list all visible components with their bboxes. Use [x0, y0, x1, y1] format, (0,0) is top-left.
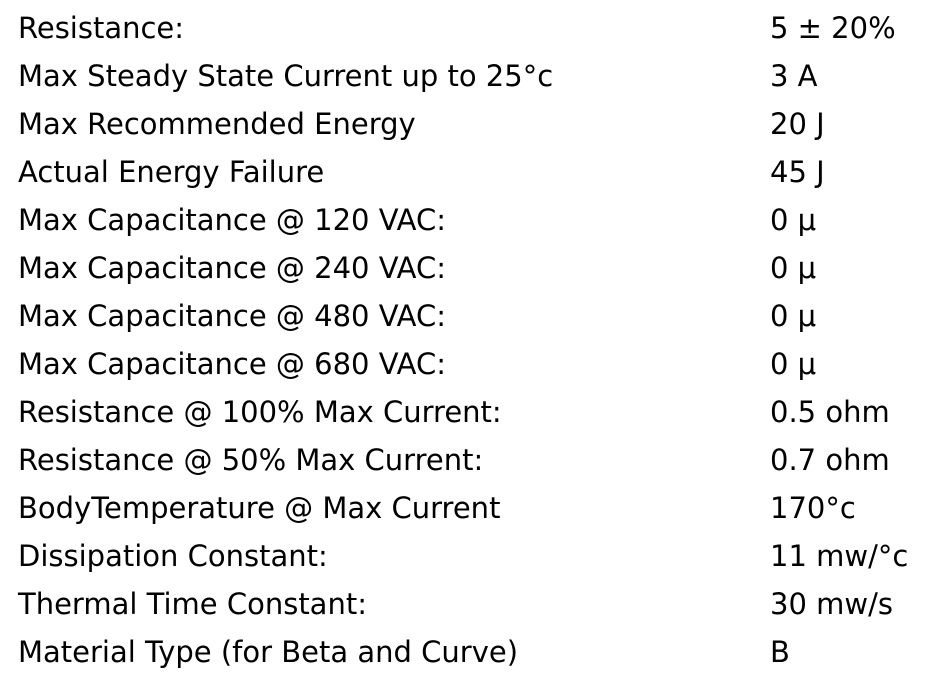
spec-label: Max Capacitance @ 120 VAC: [18, 203, 447, 237]
spec-value: 3 A [770, 59, 818, 93]
spec-label: Actual Energy Failure [18, 155, 325, 189]
spec-label: Dissipation Constant: [18, 539, 328, 573]
spec-value: 0 μ [770, 299, 817, 333]
spec-label: Material Type (for Beta and Curve) [18, 635, 519, 669]
spec-label: Max Capacitance @ 680 VAC: [18, 347, 447, 381]
spec-value: 170°c [770, 491, 856, 525]
spec-label: Max Capacitance @ 240 VAC: [18, 251, 447, 285]
spec-value: 5 ± 20% [770, 11, 896, 45]
spec-value: 45 J [770, 155, 825, 189]
spec-value: 0.5 ohm [770, 395, 890, 429]
spec-label: Max Capacitance @ 480 VAC: [18, 299, 447, 333]
spec-value: 0 μ [770, 347, 817, 381]
spec-label: Resistance: [18, 11, 185, 45]
spec-value: 11 mw/°c [770, 539, 909, 573]
spec-value: 30 mw/s [770, 587, 893, 621]
spec-label: Max Recommended Energy [18, 107, 416, 141]
spec-value: 0 μ [770, 251, 817, 285]
spec-label: Resistance @ 100% Max Current: [18, 395, 502, 429]
spec-value: 0.7 ohm [770, 443, 890, 477]
spec-value: B [770, 635, 790, 669]
spec-label: Resistance @ 50% Max Current: [18, 443, 484, 477]
spec-label: BodyTemperature @ Max Current [18, 491, 501, 525]
spec-label: Thermal Time Constant: [18, 587, 367, 621]
spec-value: 20 J [770, 107, 825, 141]
spec-label: Max Steady State Current up to 25°c [18, 59, 554, 93]
spec-value: 0 μ [770, 203, 817, 237]
